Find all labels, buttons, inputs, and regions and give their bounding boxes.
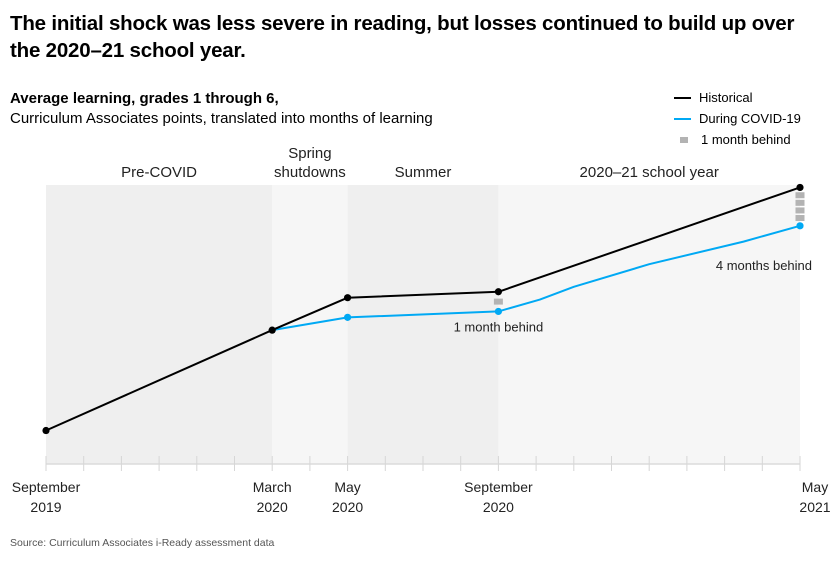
x-axis: September 2019 March 2020 May 2020 September 20… (12, 456, 830, 515)
chart-subtitle: Average learning, grades 1 through 6, Cu… (10, 89, 433, 129)
legend-label: 1 month behind (701, 132, 791, 147)
historical-point (796, 183, 804, 192)
x-tick-label: 2020 (257, 499, 288, 515)
gap-marker-square (795, 215, 805, 222)
gap-marker-square (493, 298, 503, 305)
period-label: Summer (395, 164, 452, 181)
x-tick-label: May (334, 479, 360, 495)
annotations: 1 month behind 4 months behind (454, 258, 812, 335)
period-band (498, 185, 800, 464)
x-tick-label: May (802, 479, 828, 495)
legend-item-month-behind: 1 month behind (674, 129, 801, 150)
period-labels: Pre-COVID Spring shutdowns Summer 2020–21 sc… (121, 145, 719, 181)
legend-item-covid: During COVID-19 (674, 108, 801, 129)
legend: Historical During COVID-19 1 month behin… (674, 87, 801, 150)
gap-marker-square (795, 207, 805, 214)
legend-item-historical: Historical (674, 87, 801, 108)
subtitle-bold: Average learning, grades 1 through 6, (10, 90, 279, 107)
source-note: Source: Curriculum Associates i-Ready as… (10, 537, 275, 549)
x-tick-label: September (12, 479, 81, 495)
annotation-4-months-behind: 4 months behind (716, 258, 812, 273)
period-label: 2020–21 school year (580, 164, 719, 181)
line-chart: Pre-COVID Spring shutdowns Summer 2020–21 sc… (12, 145, 830, 515)
covid-point (494, 307, 502, 316)
period-band (46, 185, 273, 464)
gap-markers (493, 192, 805, 305)
legend-swatch-covid (674, 117, 691, 120)
legend-square-month-behind (680, 136, 688, 143)
covid-point (796, 222, 804, 230)
period-band (347, 185, 499, 464)
period-bands (46, 185, 800, 464)
series-markers (42, 183, 804, 435)
historical-point (42, 426, 50, 435)
historical-point (494, 288, 502, 296)
period-label: shutdowns (274, 164, 346, 181)
historical-point (344, 294, 352, 302)
period-label: Pre-COVID (121, 164, 197, 181)
period-label: Spring (288, 145, 331, 162)
gap-marker-square (795, 192, 805, 199)
x-tick-label: 2021 (799, 499, 830, 515)
x-tick-label: 2019 (30, 499, 61, 515)
legend-label: Historical (699, 90, 753, 105)
chart-title: The initial shock was less severe in rea… (10, 12, 795, 62)
x-tick-label: March (253, 479, 292, 495)
gap-marker-square (795, 199, 805, 206)
annotation-1-month-behind: 1 month behind (454, 319, 544, 334)
x-tick-label: 2020 (332, 499, 363, 515)
covid-point (344, 313, 352, 321)
x-tick-label: September (464, 479, 533, 495)
legend-label: During COVID-19 (699, 111, 801, 126)
x-tick-label: 2020 (483, 499, 514, 515)
legend-swatch-historical (674, 96, 691, 99)
covid-line (272, 224, 801, 332)
subtitle-text: Curriculum Associates points, translated… (10, 110, 433, 127)
historical-point (268, 326, 276, 334)
